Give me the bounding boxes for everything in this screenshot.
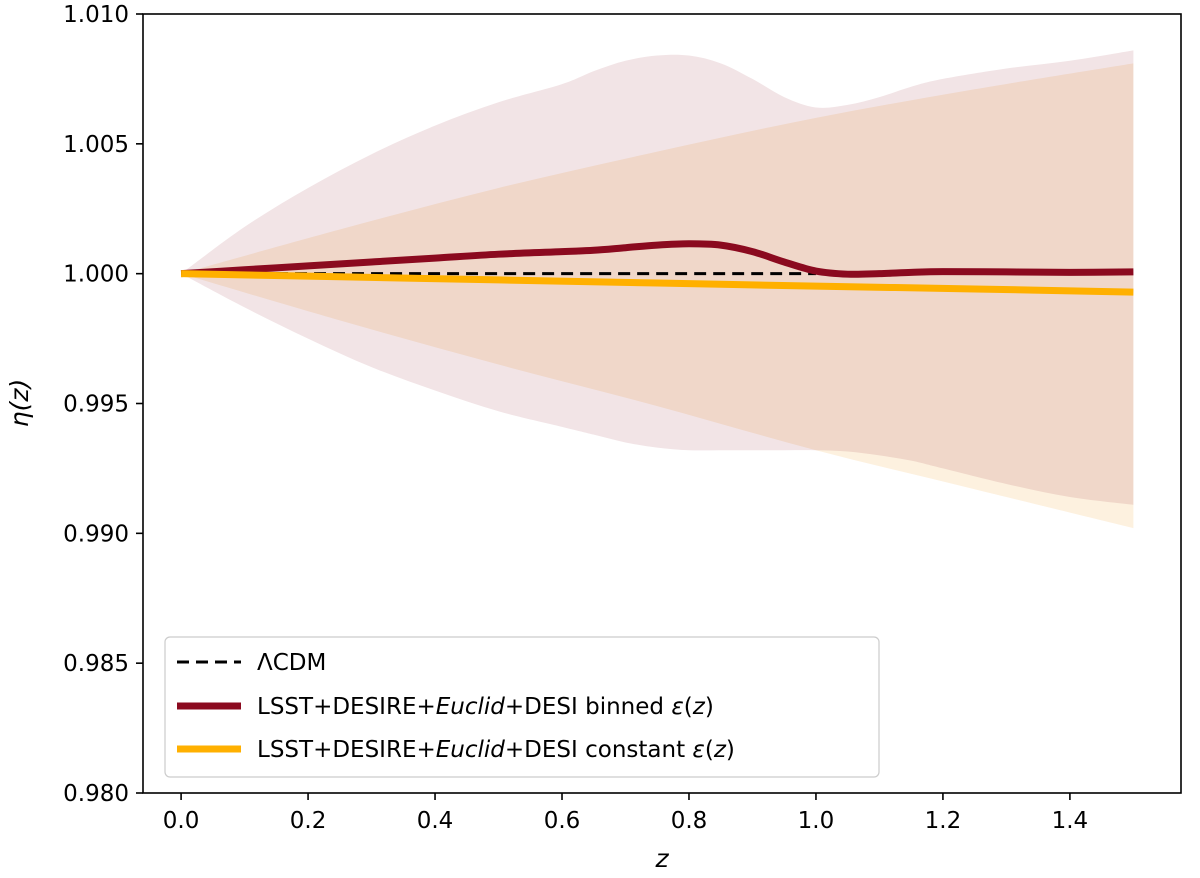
x-tick-label: 1.2 <box>925 808 962 834</box>
legend-box <box>164 636 880 778</box>
y-axis-ticks: 0.980 0.985 0.990 0.995 1.000 1.005 1.010 <box>63 2 143 807</box>
x-axis-label: z <box>654 844 669 873</box>
legend-label-1: LSST+DESIRE+Euclid+DESI binned ε(z) <box>257 694 714 720</box>
legend-label-2: LSST+DESIRE+Euclid+DESI constant ε(z) <box>257 737 735 763</box>
confidence-bands <box>181 50 1134 529</box>
x-tick-label: 0.8 <box>671 808 708 834</box>
x-tick-label: 0.4 <box>417 808 454 834</box>
line-binned <box>180 240 1134 278</box>
y-tick-label: 0.990 <box>63 521 129 547</box>
y-tick-label: 1.005 <box>63 132 129 158</box>
band-constant <box>181 63 1134 529</box>
x-tick-label: 1.4 <box>1052 808 1089 834</box>
y-tick-label: 0.995 <box>63 392 129 418</box>
x-tick-label: 1.0 <box>798 808 835 834</box>
legend-label-0: ΛCDM <box>257 650 326 676</box>
x-tick-label: 0.2 <box>290 808 327 834</box>
y-tick-label: 0.980 <box>63 781 129 807</box>
y-tick-label: 1.000 <box>63 262 129 288</box>
legend: ΛCDM LSST+DESIRE+Euclid+DESI binned ε(z) L… <box>164 636 880 778</box>
y-axis-label: η(z) <box>5 379 34 427</box>
y-tick-label: 1.010 <box>63 2 129 28</box>
series-lines <box>180 240 1134 296</box>
x-tick-label: 0.0 <box>163 808 200 834</box>
x-axis-ticks: 0.0 0.2 0.4 0.6 0.8 1.0 1.2 1.4 <box>163 793 1088 834</box>
x-tick-label: 0.6 <box>544 808 581 834</box>
y-tick-label: 0.985 <box>63 651 129 677</box>
line-constant <box>181 270 1134 296</box>
